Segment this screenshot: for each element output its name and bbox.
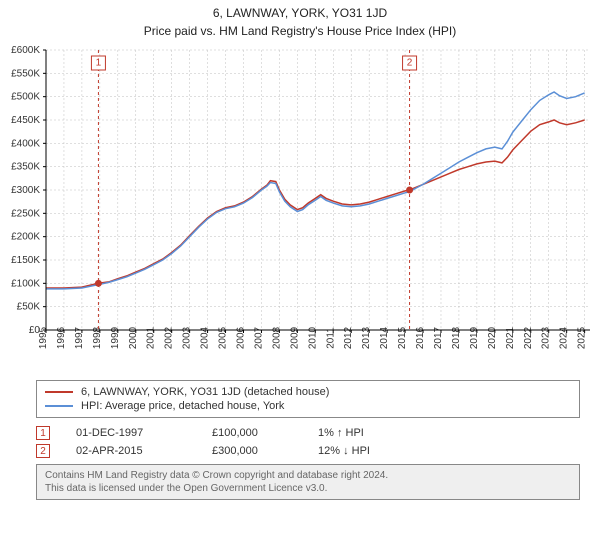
arrow-down-icon: ↓	[343, 445, 349, 457]
legend-label: 6, LAWNWAY, YORK, YO31 1JD (detached hou…	[81, 386, 329, 398]
transaction-marker-icon: 1	[36, 426, 50, 440]
legend-item: 6, LAWNWAY, YORK, YO31 1JD (detached hou…	[45, 385, 571, 399]
svg-text:£400K: £400K	[11, 138, 40, 149]
svg-text:£300K: £300K	[11, 185, 40, 196]
svg-text:2: 2	[407, 58, 413, 69]
footer-line: This data is licensed under the Open Gov…	[45, 482, 571, 495]
legend-label: HPI: Average price, detached house, York	[81, 400, 284, 412]
svg-text:1: 1	[96, 58, 102, 69]
svg-text:£500K: £500K	[11, 92, 40, 103]
chart-titles: 6, LAWNWAY, YORK, YO31 1JD Price paid vs…	[0, 0, 600, 38]
legend: 6, LAWNWAY, YORK, YO31 1JD (detached hou…	[36, 380, 580, 418]
svg-text:£100K: £100K	[11, 278, 40, 289]
svg-text:£350K: £350K	[11, 162, 40, 173]
transaction-row: 2 02-APR-2015 £300,000 12% ↓ HPI	[36, 442, 580, 460]
footer-attribution: Contains HM Land Registry data © Crown c…	[36, 464, 580, 500]
transaction-price: £100,000	[212, 427, 292, 439]
svg-text:£250K: £250K	[11, 208, 40, 219]
svg-text:£50K: £50K	[17, 302, 41, 313]
svg-text:£200K: £200K	[11, 232, 40, 243]
footer-line: Contains HM Land Registry data © Crown c…	[45, 469, 571, 482]
legend-item: HPI: Average price, detached house, York	[45, 399, 571, 413]
transaction-pct: 12% ↓ HPI	[318, 445, 378, 457]
legend-swatch	[45, 405, 73, 407]
title-subtitle: Price paid vs. HM Land Registry's House …	[0, 24, 600, 38]
transaction-date: 01-DEC-1997	[76, 427, 186, 439]
legend-swatch	[45, 391, 73, 393]
transactions-table: 1 01-DEC-1997 £100,000 1% ↑ HPI 2 02-APR…	[36, 424, 580, 460]
transaction-price: £300,000	[212, 445, 292, 457]
svg-text:£450K: £450K	[11, 115, 40, 126]
title-address: 6, LAWNWAY, YORK, YO31 1JD	[0, 6, 600, 20]
transaction-marker-icon: 2	[36, 444, 50, 458]
chart-container: £0£50K£100K£150K£200K£250K£300K£350K£400…	[0, 44, 600, 374]
svg-text:£600K: £600K	[11, 45, 40, 56]
transaction-date: 02-APR-2015	[76, 445, 186, 457]
svg-text:£150K: £150K	[11, 255, 40, 266]
transaction-pct: 1% ↑ HPI	[318, 427, 378, 439]
price-chart: £0£50K£100K£150K£200K£250K£300K£350K£400…	[0, 44, 600, 374]
arrow-up-icon: ↑	[337, 427, 343, 439]
transaction-row: 1 01-DEC-1997 £100,000 1% ↑ HPI	[36, 424, 580, 442]
svg-text:£550K: £550K	[11, 68, 40, 79]
